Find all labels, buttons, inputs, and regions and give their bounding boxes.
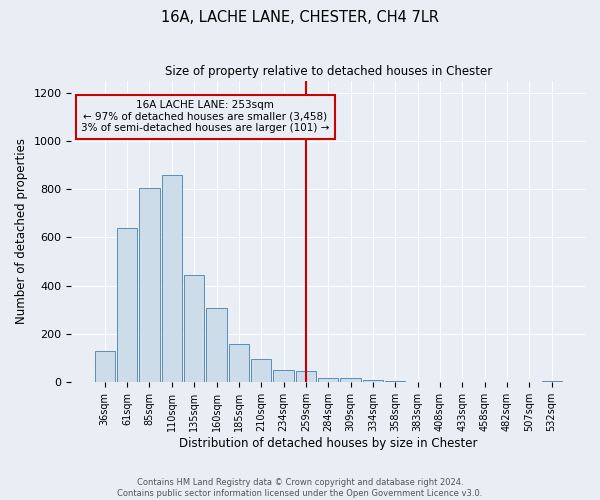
Text: 16A LACHE LANE: 253sqm
← 97% of detached houses are smaller (3,458)
3% of semi-d: 16A LACHE LANE: 253sqm ← 97% of detached… <box>81 100 329 134</box>
Bar <box>363 380 383 382</box>
Bar <box>139 188 160 382</box>
Bar <box>340 378 361 382</box>
Text: 16A, LACHE LANE, CHESTER, CH4 7LR: 16A, LACHE LANE, CHESTER, CH4 7LR <box>161 10 439 25</box>
Bar <box>385 381 405 382</box>
Y-axis label: Number of detached properties: Number of detached properties <box>15 138 28 324</box>
Text: Contains HM Land Registry data © Crown copyright and database right 2024.
Contai: Contains HM Land Registry data © Crown c… <box>118 478 482 498</box>
Bar <box>95 351 115 382</box>
Bar <box>206 308 227 382</box>
Bar <box>162 174 182 382</box>
Bar <box>229 344 249 382</box>
Bar <box>542 381 562 382</box>
Bar <box>117 228 137 382</box>
Bar <box>318 378 338 382</box>
X-axis label: Distribution of detached houses by size in Chester: Distribution of detached houses by size … <box>179 437 478 450</box>
Bar <box>274 370 293 382</box>
Bar <box>184 275 204 382</box>
Bar <box>296 372 316 382</box>
Bar <box>251 360 271 382</box>
Title: Size of property relative to detached houses in Chester: Size of property relative to detached ho… <box>164 65 492 78</box>
